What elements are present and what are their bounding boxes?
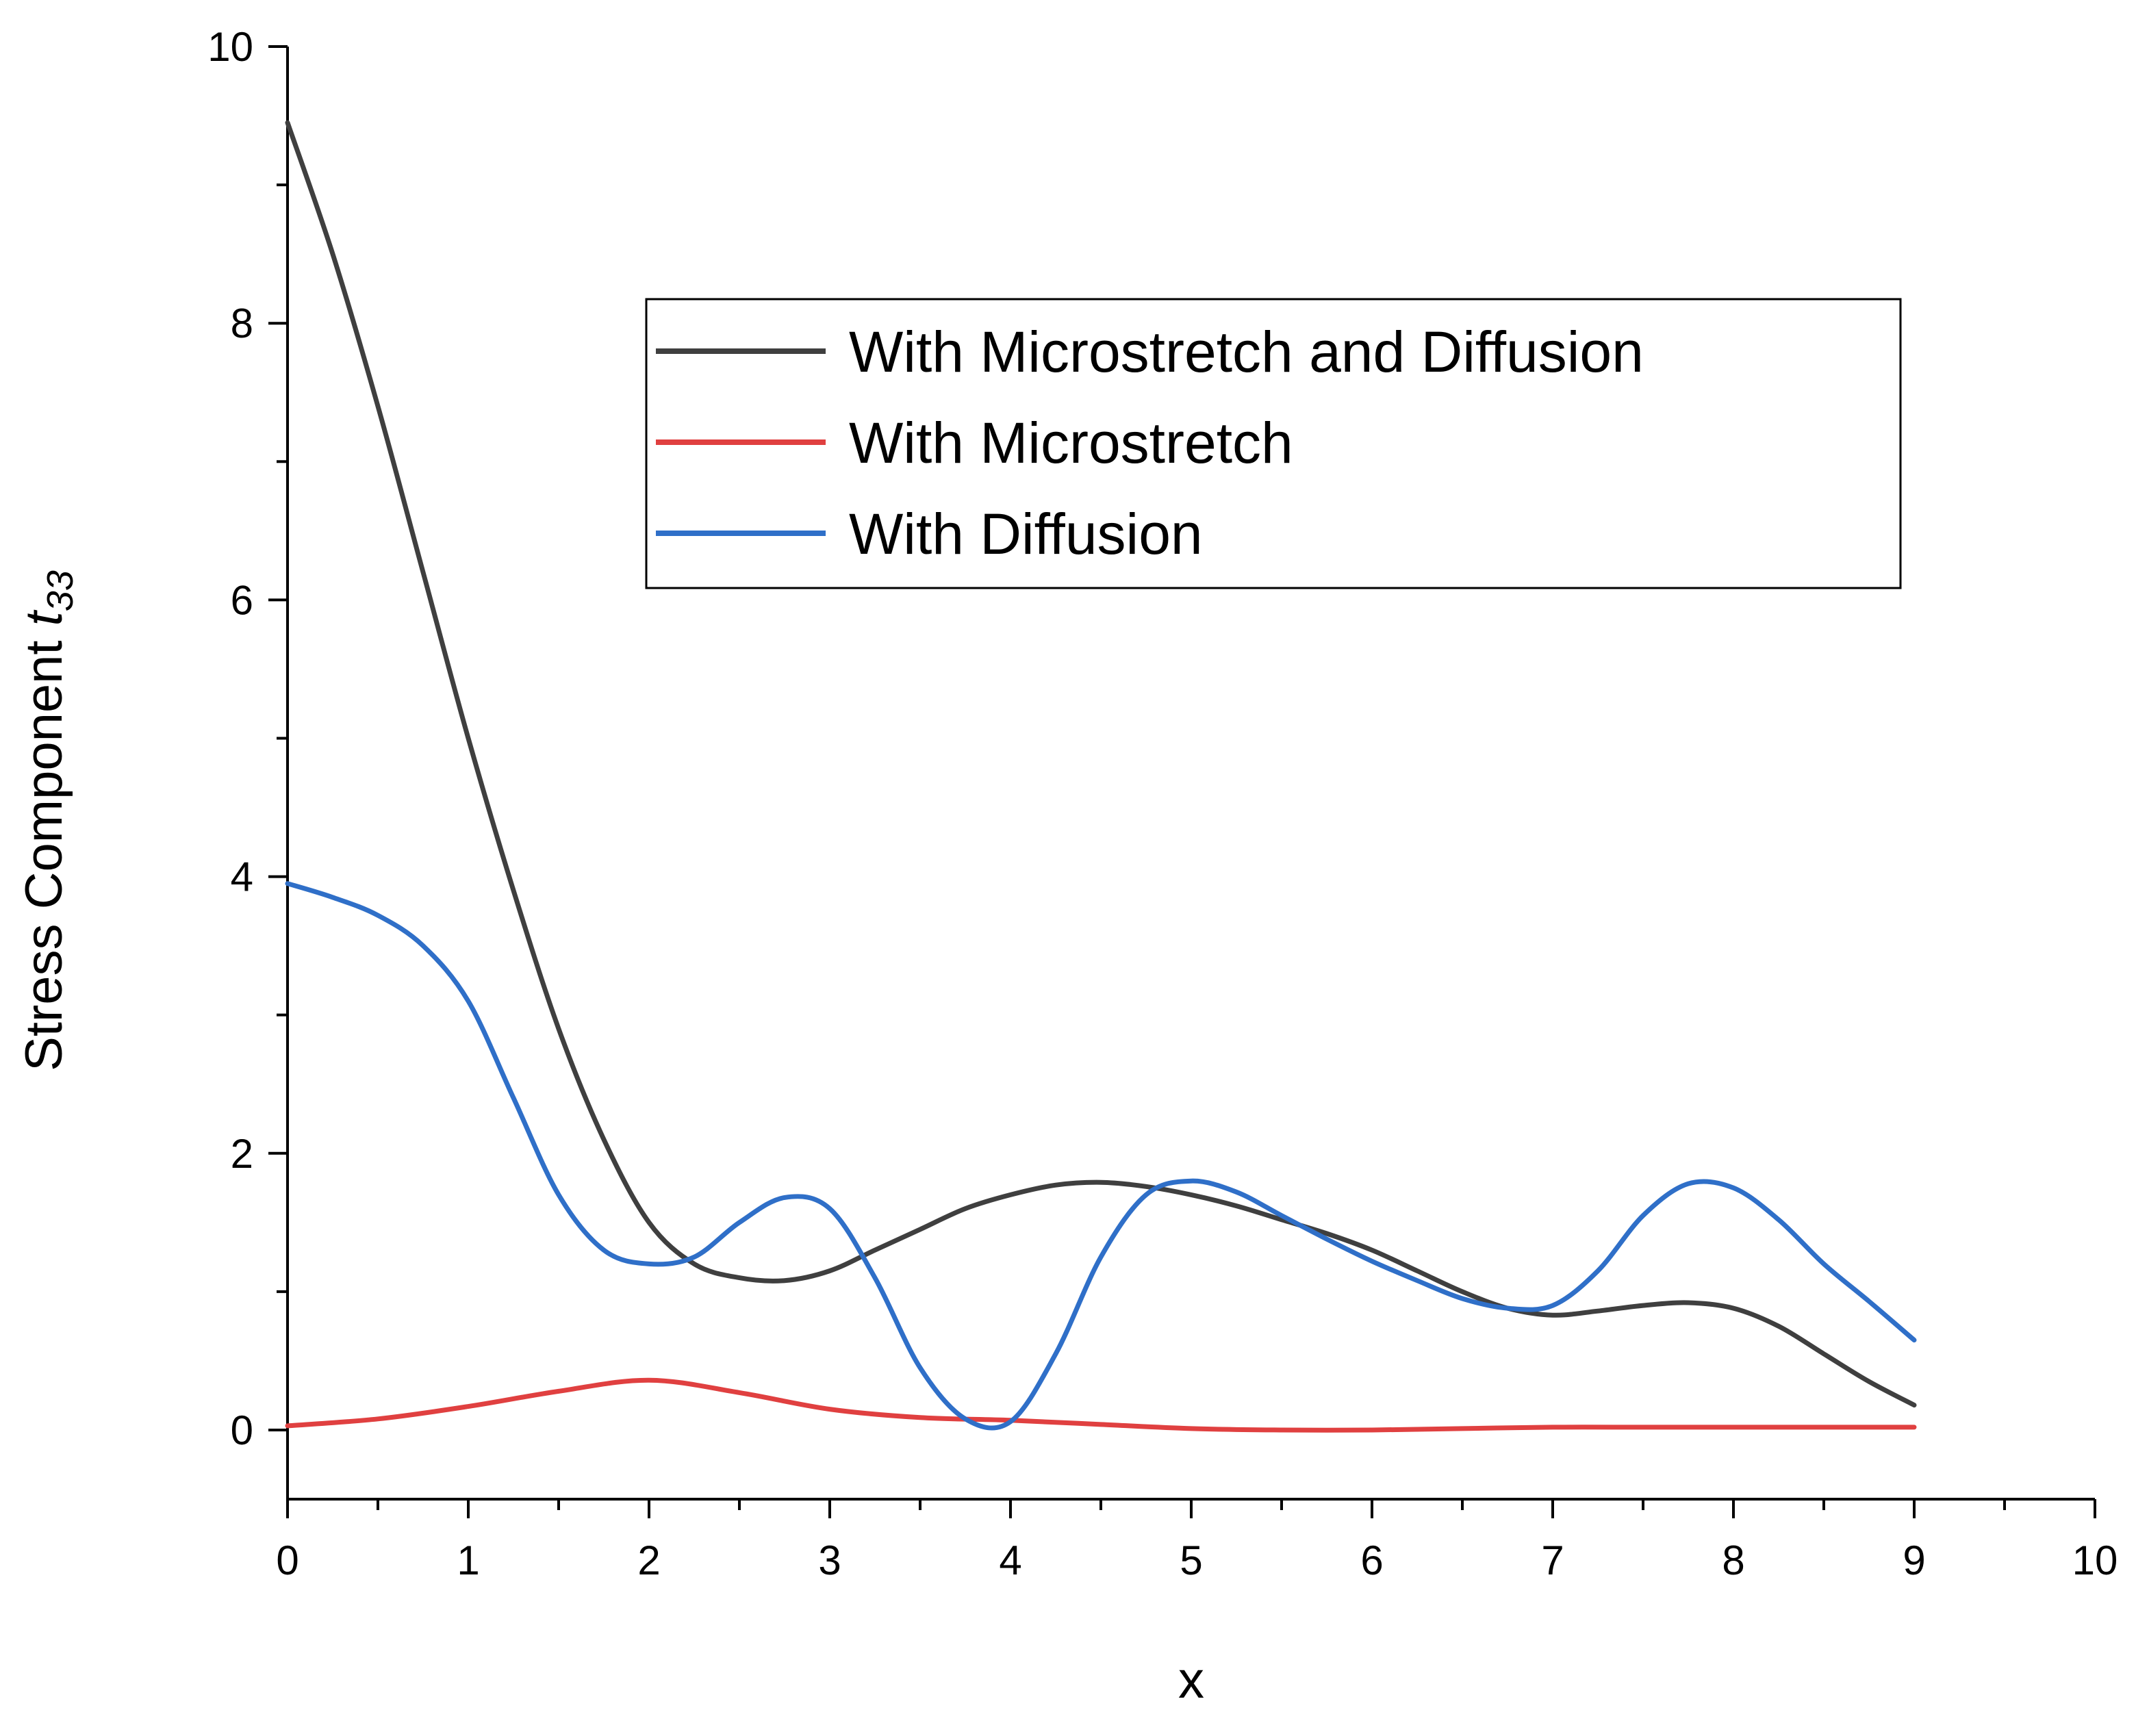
y-tick-label: 10 [207,24,253,70]
x-tick-label: 3 [818,1537,841,1583]
y-tick-label: 2 [231,1131,253,1177]
y-tick-label: 0 [231,1407,253,1453]
y-axis-label-symbol: t [15,609,73,626]
series-layer [285,120,1917,1433]
legend-box [645,298,1902,589]
series-line-1 [285,120,1917,1408]
x-axis: 0 1 2 3 4 5 6 7 8 9 10 [276,1498,2118,1583]
y-tick-label: 4 [231,854,253,900]
legend-label: With Diffusion [849,502,1203,566]
y-axis: 0 2 4 6 8 10 [207,24,289,1499]
x-tick-label: 6 [1360,1537,1383,1583]
y-axis-label-subscript: 33 [40,570,81,611]
x-tick-label: 5 [1180,1537,1202,1583]
x-axis-label: x [1178,1651,1204,1709]
legend-label: With Microstretch [849,411,1293,475]
y-tick-label: 6 [231,577,253,623]
x-tick-label: 4 [999,1537,1021,1583]
y-axis-label: Stress Component t33 [15,570,81,1071]
x-tick-label: 10 [2072,1537,2118,1583]
y-axis-label-prefix: Stress Component [15,626,73,1071]
y-tick-label: 8 [231,301,253,346]
x-tick-label: 7 [1541,1537,1564,1583]
series-line-2 [285,1377,1917,1433]
x-tick-label: 0 [276,1537,298,1583]
x-tick-label: 2 [637,1537,660,1583]
x-tick-label: 9 [1903,1537,1925,1583]
series-line-3 [285,881,1917,1431]
legend: With Microstretch and Diffusion With Micr… [645,298,1902,589]
legend-label: With Microstretch and Diffusion [849,320,1644,384]
x-tick-label: 8 [1722,1537,1744,1583]
x-tick-label: 1 [457,1537,479,1583]
